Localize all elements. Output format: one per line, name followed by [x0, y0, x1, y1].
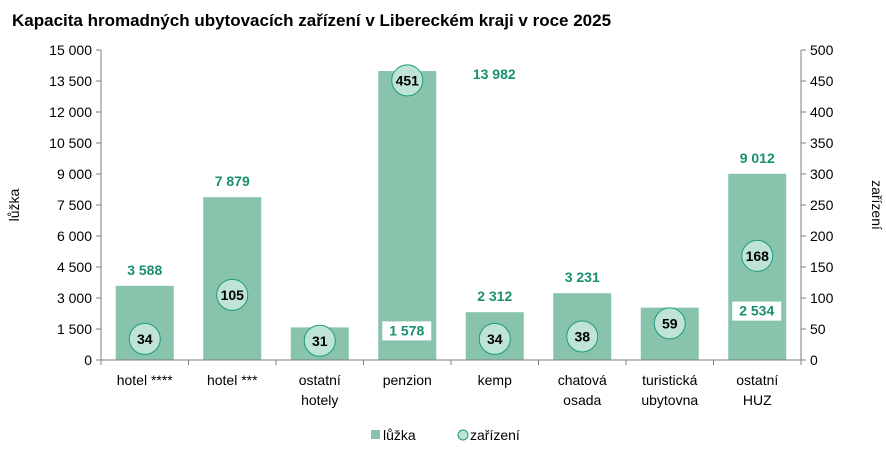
marker-value-label: 38 [574, 328, 590, 344]
bar-value-label: 1 578 [389, 322, 424, 338]
category-label: turistická [642, 372, 697, 388]
category-label: chatová [558, 372, 607, 388]
left-tick-label: 12 000 [49, 104, 92, 120]
category-label: ostatní [299, 372, 341, 388]
marker-value-label: 59 [662, 315, 678, 331]
marker-zarizeni [478, 322, 511, 355]
marker-value-label: 451 [396, 72, 420, 88]
bar-value-label: 2 534 [739, 303, 774, 319]
marker-value-label: 168 [746, 248, 770, 264]
left-tick-label: 9 000 [57, 166, 92, 182]
right-tick-label: 450 [810, 73, 834, 89]
right-tick-label: 350 [810, 135, 834, 151]
left-tick-label: 4 500 [57, 259, 92, 275]
left-tick-label: 7 500 [57, 197, 92, 213]
category-label: hotely [301, 392, 338, 408]
bar-value-label: 13 982 [473, 66, 516, 82]
marker-zarizeni [566, 320, 599, 353]
left-tick-label: 15 000 [49, 42, 92, 58]
left-tick-label: 0 [84, 352, 92, 368]
bar-value-label-bg [382, 321, 432, 341]
y-left-axis-title: lůžka [6, 188, 22, 221]
bar-value-label: 7 879 [215, 173, 250, 189]
marker-value-label: 105 [221, 287, 245, 303]
bar-luzka [203, 197, 262, 360]
right-tick-label: 300 [810, 166, 834, 182]
bar-value-label-bg [732, 148, 782, 168]
category-label: hotel **** [117, 372, 174, 388]
marker-value-label: 34 [137, 331, 153, 347]
category-label: ostatní [736, 372, 778, 388]
chart-title: Kapacita hromadných ubytovacích zařízení… [12, 11, 612, 30]
y-right-axis-title: zařízení [869, 180, 885, 230]
marker-zarizeni [653, 307, 686, 340]
right-tick-label: 400 [810, 104, 834, 120]
right-tick-label: 0 [810, 352, 818, 368]
marker-zarizeni [741, 239, 774, 272]
bar-value-label: 9 012 [740, 150, 775, 166]
marker-value-label: 34 [487, 331, 503, 347]
category-label: kemp [478, 372, 512, 388]
bar-value-label-bg [465, 65, 524, 85]
bar-value-label-bg [120, 260, 170, 280]
bar-value-label: 2 312 [477, 288, 512, 304]
bar-value-label-bg [557, 268, 607, 288]
left-tick-label: 6 000 [57, 228, 92, 244]
category-label: hotel *** [207, 372, 258, 388]
bar-value-label: 3 588 [127, 262, 162, 278]
marker-zarizeni [216, 278, 249, 311]
left-tick-label: 1 500 [57, 321, 92, 337]
bar-value-label-bg [732, 301, 782, 321]
right-tick-label: 50 [810, 321, 826, 337]
right-tick-label: 500 [810, 42, 834, 58]
legend-swatch-zarizeni [457, 429, 469, 441]
left-tick-label: 10 500 [49, 135, 92, 151]
marker-zarizeni [303, 324, 336, 357]
marker-zarizeni [391, 64, 424, 97]
bar-value-label-bg [207, 172, 257, 192]
category-label: HUZ [743, 392, 772, 408]
marker-value-label: 31 [312, 333, 328, 349]
right-tick-label: 150 [810, 259, 834, 275]
right-tick-label: 200 [810, 228, 834, 244]
legend-label-zarizeni: zařízení [470, 427, 520, 443]
bar-luzka [378, 71, 437, 360]
bar-value-label-bg [470, 287, 520, 307]
category-label: penzion [383, 372, 432, 388]
legend-swatch-luzka [371, 430, 380, 439]
marker-zarizeni [128, 322, 161, 355]
legend-label-luzka: lůžka [383, 427, 416, 443]
left-tick-label: 13 500 [49, 73, 92, 89]
left-tick-label: 3 000 [57, 290, 92, 306]
right-tick-label: 100 [810, 290, 834, 306]
category-label: osada [563, 392, 601, 408]
right-tick-label: 250 [810, 197, 834, 213]
bar-value-label: 3 231 [565, 269, 600, 285]
category-label: ubytovna [641, 392, 698, 408]
